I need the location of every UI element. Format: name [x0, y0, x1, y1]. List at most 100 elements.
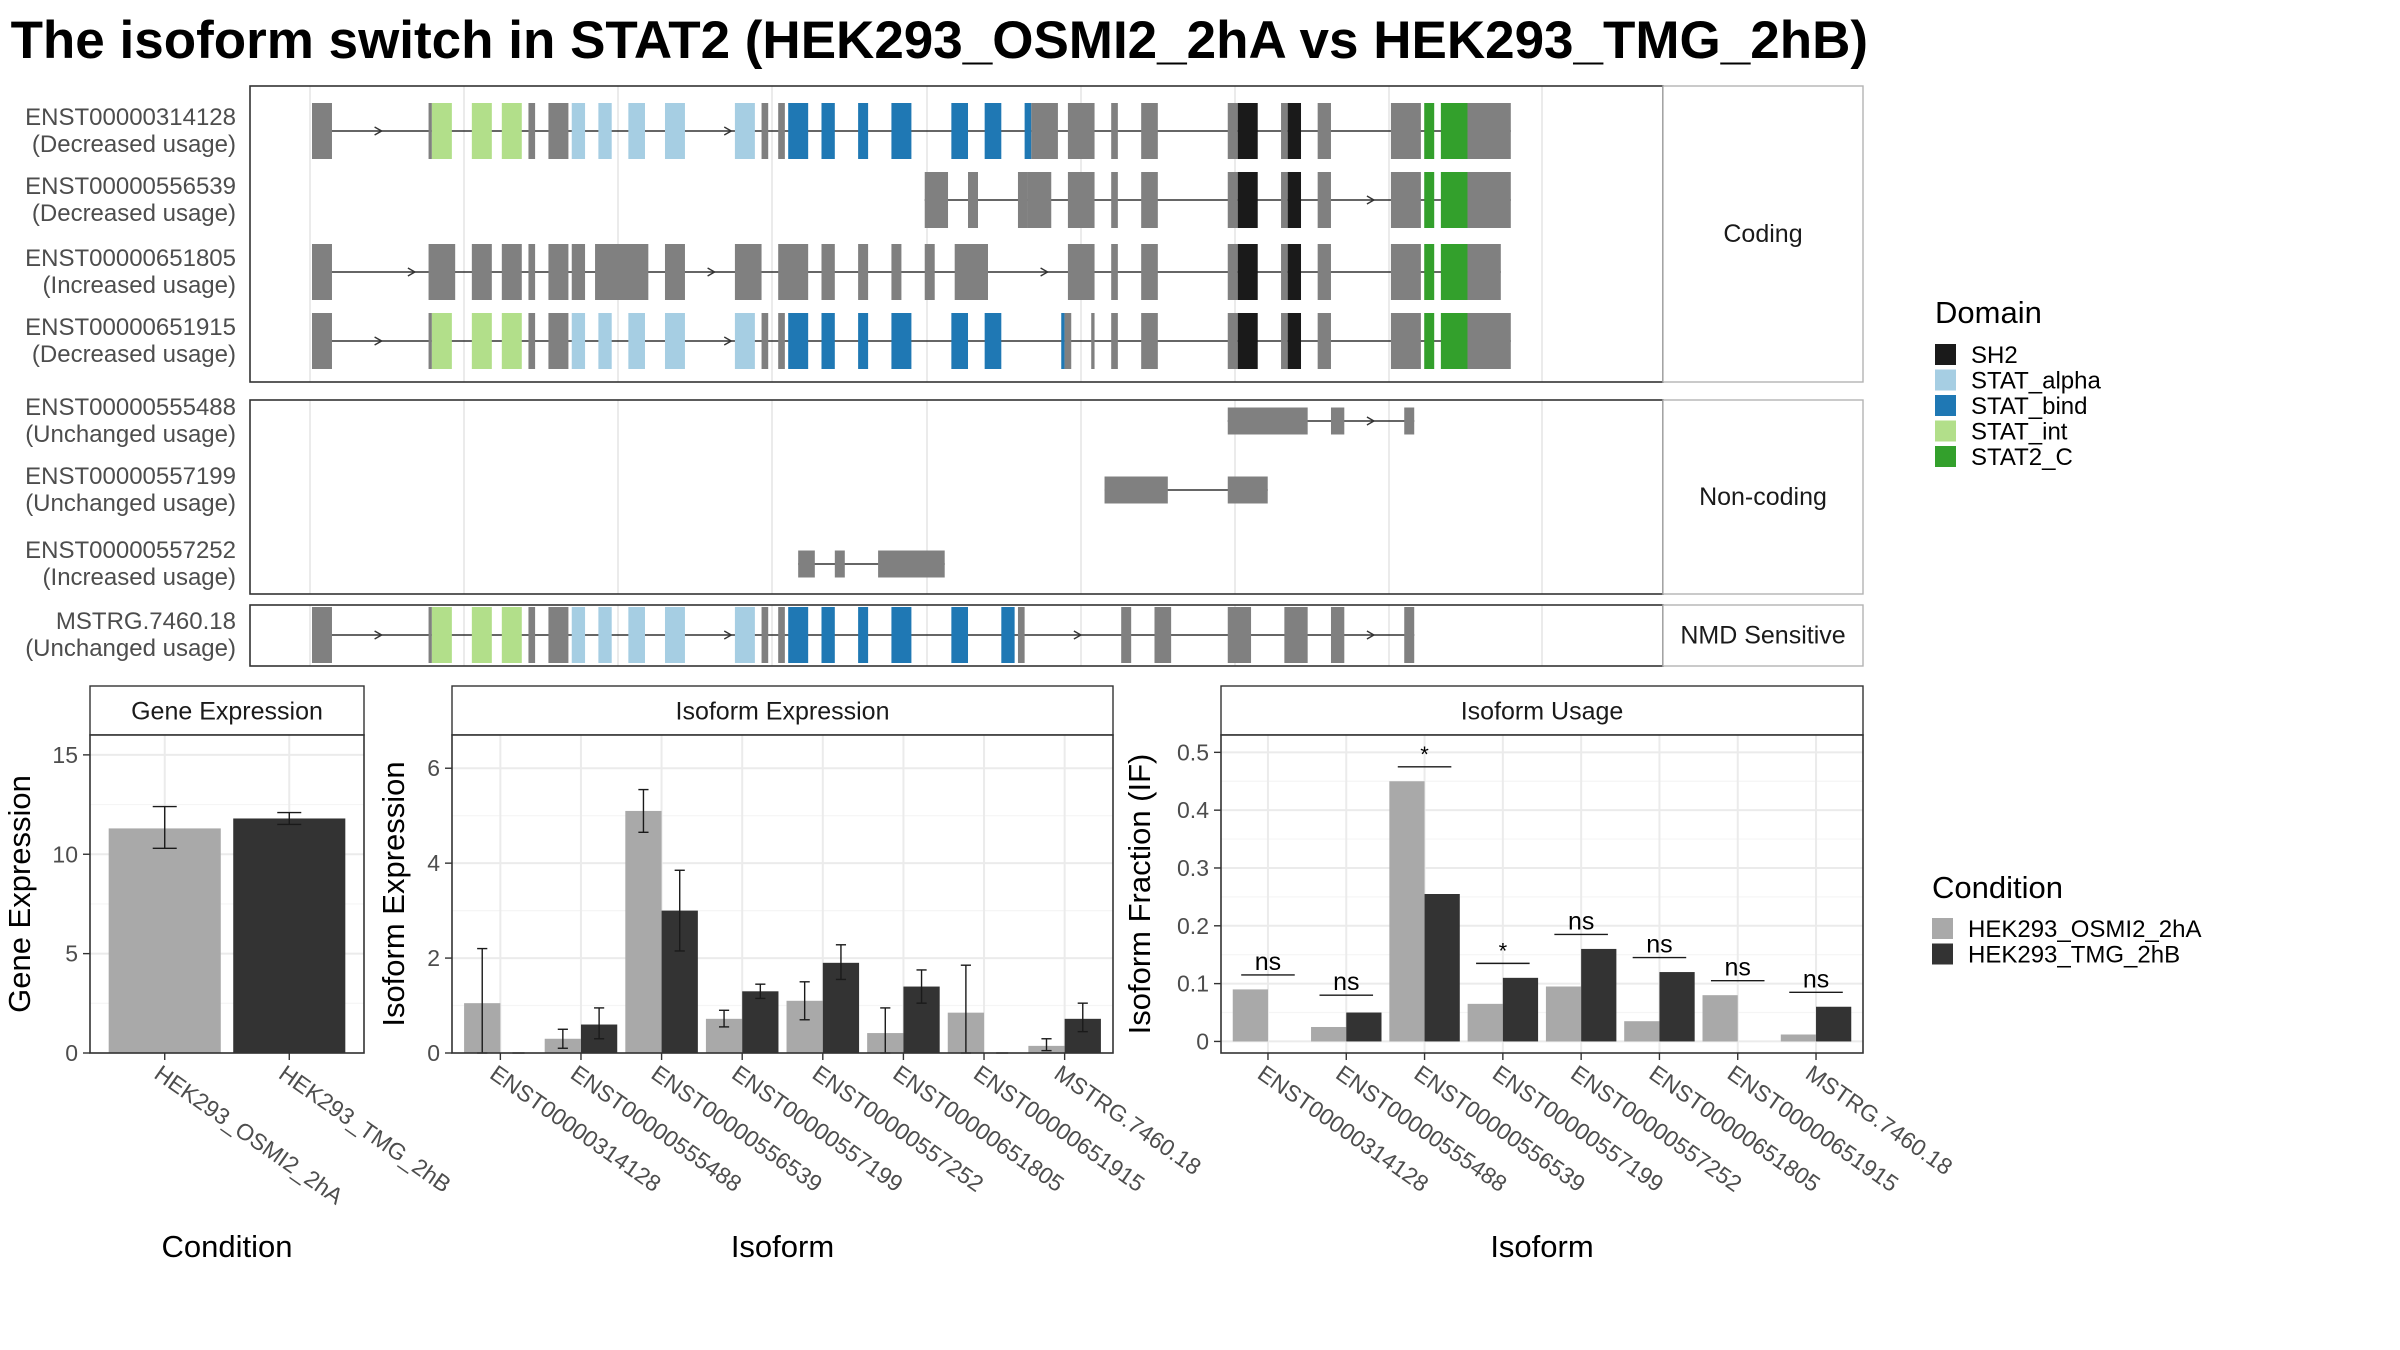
panel-strip [451, 685, 1114, 736]
exon [571, 313, 586, 369]
exon [548, 607, 569, 663]
exon [664, 313, 685, 369]
exon [984, 313, 1002, 369]
significance-label: ns [1333, 968, 1359, 996]
y-tick-label: 0.4 [1177, 797, 1209, 823]
exon [834, 550, 845, 578]
bar-enst00000651805 [1624, 1021, 1660, 1042]
exon [891, 103, 912, 159]
exon [1001, 607, 1015, 663]
exon [431, 607, 452, 663]
exon [501, 313, 522, 369]
exon [1111, 244, 1118, 300]
significance-label: ns [1646, 931, 1672, 959]
exon [664, 607, 685, 663]
structure-strip-label: Non-coding [1699, 483, 1827, 511]
exon [951, 313, 969, 369]
x-axis-title: Condition [162, 1229, 293, 1264]
exon [1330, 607, 1345, 663]
exon [951, 607, 969, 663]
strand-arrow [707, 267, 717, 277]
exon [1440, 313, 1468, 369]
exon [1141, 103, 1158, 159]
y-tick-label: 0.3 [1177, 855, 1209, 881]
y-tick-label: 0.1 [1177, 971, 1209, 997]
exon [778, 607, 785, 663]
structure-group-nmd-sensitive: NMD Sensitive MSTRG.7460.18(Unchanged usa… [25, 604, 1864, 667]
transcript-usage-label: (Decreased usage) [32, 200, 236, 227]
panel-strip [89, 685, 365, 736]
exon [951, 103, 969, 159]
significance-label: * [1499, 938, 1508, 963]
figure-title-text: The isoform switch in STAT2 (HEK293_OSMI… [10, 11, 1868, 70]
transcript-ENST00000555488: ENST00000555488(Unchanged usage) [25, 394, 1415, 448]
exon [571, 103, 586, 159]
strand-arrow [374, 630, 384, 640]
exon [1227, 172, 1238, 228]
exon [1227, 313, 1238, 369]
panel-border [451, 734, 1114, 1054]
exon [954, 244, 988, 300]
exon [1424, 313, 1435, 369]
exon [312, 313, 332, 369]
transcript-id-label: ENST00000557252 [25, 537, 236, 564]
y-tick-label: 0.5 [1177, 739, 1209, 765]
transcript-ENST00000651805: ENST00000651805(Increased usage) [25, 244, 1501, 300]
exon [664, 103, 685, 159]
domain-legend-swatch-sh2 [1935, 344, 1956, 365]
exon [1467, 313, 1511, 369]
exon [788, 313, 809, 369]
significance-label: ns [1255, 948, 1281, 976]
exon [312, 607, 332, 663]
exon [1287, 103, 1302, 159]
panel-plot-area [452, 735, 1113, 1053]
y-axis-title: Isoform Expression [376, 761, 411, 1026]
y-tick-label: 0 [427, 1040, 440, 1066]
exon [821, 244, 835, 300]
strand-arrow [1040, 267, 1050, 277]
exon [1237, 172, 1258, 228]
exon [1287, 313, 1302, 369]
strand-arrow [407, 267, 417, 277]
strand-arrow [1366, 195, 1376, 205]
x-axis-title: Isoform [1490, 1229, 1593, 1264]
exon [1404, 407, 1415, 435]
exon [528, 313, 536, 369]
exon [471, 103, 492, 159]
y-tick-label: 0 [1196, 1028, 1209, 1054]
condition-legend-swatch-condb [1932, 943, 1953, 965]
transcript-ENST00000557252: ENST00000557252(Increased usage) [25, 537, 945, 591]
exon [1287, 244, 1302, 300]
exon [858, 607, 869, 663]
exon [858, 103, 869, 159]
exon [778, 103, 785, 159]
exon [1111, 313, 1118, 369]
panel-border [89, 734, 365, 1054]
transcript-id-label: ENST00000314128 [25, 104, 236, 131]
panel-strip-title: Gene Expression [131, 698, 323, 726]
exon [734, 607, 755, 663]
exon [1227, 476, 1268, 504]
exon [428, 607, 432, 663]
exon [821, 607, 835, 663]
domain-legend-swatch-stat_bind [1935, 395, 1956, 416]
structure-strip [1662, 399, 1864, 595]
domain-legend-label-sh2: SH2 [1971, 342, 2018, 369]
domain-legend-label-stat_bind: STAT_bind [1971, 393, 2088, 420]
exon [1227, 103, 1238, 159]
y-tick-label: 6 [427, 755, 440, 781]
bar-enst00000556539 [1389, 781, 1425, 1042]
exon [734, 313, 755, 369]
bar-enst00000555488 [1311, 1026, 1347, 1042]
bar-enst00000557199 [742, 991, 779, 1053]
isoform-expression-panel: Isoform Expression0246ENST00000314128ENS… [376, 685, 1206, 1264]
exon [1067, 244, 1095, 300]
exon [471, 313, 492, 369]
exon [1017, 172, 1028, 228]
exon [628, 607, 645, 663]
exon [734, 103, 755, 159]
exon [548, 244, 569, 300]
exon [1390, 313, 1421, 369]
